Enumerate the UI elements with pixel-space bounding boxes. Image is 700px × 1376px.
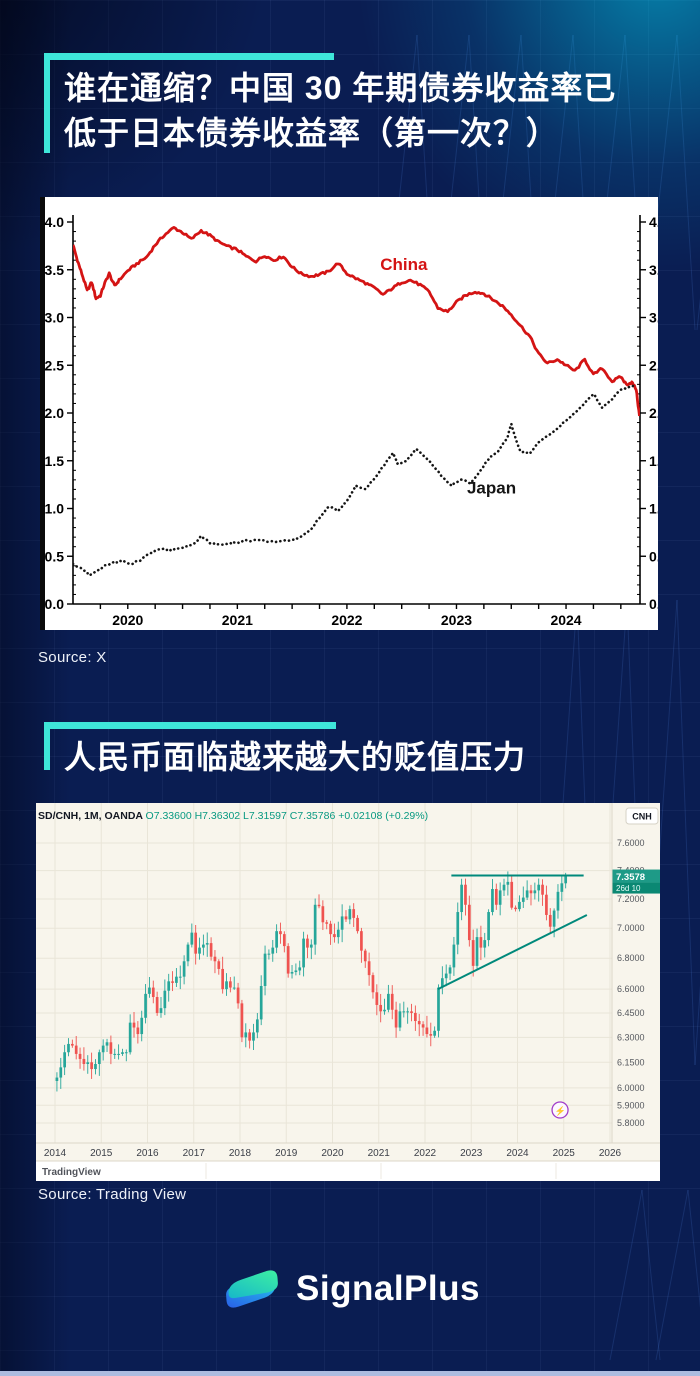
svg-text:0.0: 0.0 <box>649 596 658 612</box>
event-marker-icon: ⚡ <box>551 1101 569 1119</box>
time-axis: 2014 2015 2016 2017 2018 2019 2020 2021 2022 2023… <box>44 1148 622 1159</box>
svg-text:5.8000: 5.8000 <box>617 1118 645 1128</box>
svg-text:2020: 2020 <box>321 1148 344 1159</box>
svg-text:0.5: 0.5 <box>649 548 658 564</box>
svg-text:5.9000: 5.9000 <box>617 1100 645 1110</box>
brand-logo: SignalPlus <box>0 1260 700 1318</box>
svg-text:2022: 2022 <box>331 612 362 628</box>
svg-text:0.5: 0.5 <box>45 548 65 564</box>
china-series-line <box>73 226 640 417</box>
usdcnh-candlestick-chart: 7.60007.40007.20007.00006.80006.60006.45… <box>36 803 660 1181</box>
svg-text:6.3000: 6.3000 <box>617 1032 645 1042</box>
accent-bar <box>44 722 336 729</box>
signalplus-logo-icon <box>226 1270 278 1308</box>
section1-title: 谁在通缩？中国 30 年期债券收益率已 低于日本债券收益率（第一次？） <box>64 66 650 156</box>
svg-text:7.2000: 7.2000 <box>617 894 645 904</box>
svg-text:7.3578: 7.3578 <box>616 872 645 883</box>
svg-text:2014: 2014 <box>44 1148 67 1159</box>
japan-series-label: Japan <box>467 478 516 497</box>
svg-text:7.6000: 7.6000 <box>617 838 645 848</box>
japan-series-line <box>73 384 636 577</box>
accent-bar <box>44 53 334 60</box>
svg-text:4.0: 4.0 <box>649 214 658 230</box>
bottom-accent-strip <box>0 1371 700 1376</box>
svg-text:3.5: 3.5 <box>649 262 658 278</box>
section1-title-block: 谁在通缩？中国 30 年期债券收益率已 低于日本债券收益率（第一次？） <box>44 53 650 153</box>
svg-text:SD/CNH, 1M, OANDA O7.33600 H: SD/CNH, 1M, OANDA O7.33600 H7.36302 L7.3… <box>38 810 428 822</box>
signalplus-logo-text: SignalPlus <box>296 1269 480 1308</box>
svg-text:2023: 2023 <box>460 1148 483 1159</box>
svg-text:2017: 2017 <box>183 1148 206 1159</box>
svg-text:2020: 2020 <box>112 612 143 628</box>
svg-text:2015: 2015 <box>90 1148 113 1159</box>
svg-text:1.0: 1.0 <box>649 501 658 517</box>
svg-text:2.0: 2.0 <box>649 405 658 421</box>
svg-text:1.5: 1.5 <box>649 453 658 469</box>
bond-yield-chart: 0.0 0.0 0.5 0.5 1.0 1.0 1.5 1.5 2.0 2.0 2.5 2.5 3.0 3… <box>40 197 669 630</box>
tradingview-toolbar: TradingView <box>36 1160 660 1181</box>
svg-text:2021: 2021 <box>222 612 253 628</box>
tradingview-watermark: TradingView <box>42 1167 101 1178</box>
svg-text:2019: 2019 <box>275 1148 298 1159</box>
bond-yield-chart-panel: 0.0 0.0 0.5 0.5 1.0 1.0 1.5 1.5 2.0 2.0 2.5 2.5 3.0 3… <box>40 197 669 630</box>
svg-text:2024: 2024 <box>550 612 581 628</box>
panel-left-border <box>40 197 45 630</box>
svg-text:3.0: 3.0 <box>45 310 65 326</box>
svg-text:6.8000: 6.8000 <box>617 953 645 963</box>
svg-text:1.0: 1.0 <box>45 501 65 517</box>
svg-text:3.5: 3.5 <box>45 262 65 278</box>
chart-grid <box>36 803 612 1143</box>
svg-text:2021: 2021 <box>368 1148 391 1159</box>
section2-title: 人民币面临越来越大的贬值压力 <box>64 739 527 775</box>
trendline-2 <box>437 914 588 991</box>
section1-title-line1: 谁在通缩？中国 30 年期债券收益率已 <box>64 70 617 106</box>
svg-text:4.0: 4.0 <box>45 214 65 230</box>
svg-text:1.5: 1.5 <box>45 453 65 469</box>
svg-text:⚡: ⚡ <box>554 1105 565 1117</box>
svg-text:2.0: 2.0 <box>45 405 65 421</box>
svg-text:2.5: 2.5 <box>45 357 65 373</box>
svg-text:7.0000: 7.0000 <box>617 923 645 933</box>
svg-text:2022: 2022 <box>414 1148 437 1159</box>
svg-text:26d 10: 26d 10 <box>616 884 641 893</box>
symbol-ticker: SD/CNH, 1M, OANDA O7.33600 H7.36302 L7.3… <box>38 810 428 822</box>
svg-text:6.6000: 6.6000 <box>617 984 645 994</box>
section1-title-line2: 低于日本债券收益率（第一次？） <box>64 115 560 151</box>
svg-text:2025: 2025 <box>553 1148 576 1159</box>
usdcnh-candlestick-panel: 7.60007.40007.20007.00006.80006.60006.45… <box>36 803 660 1181</box>
svg-text:6.4500: 6.4500 <box>617 1008 645 1018</box>
section2-source: Source: Trading View <box>38 1186 187 1203</box>
section1-source: Source: X <box>38 649 107 666</box>
svg-text:2018: 2018 <box>229 1148 252 1159</box>
svg-text:3.0: 3.0 <box>649 310 658 326</box>
currency-button: CNH <box>625 807 659 825</box>
svg-text:6.0000: 6.0000 <box>617 1083 645 1093</box>
axis-ticks <box>67 221 646 609</box>
svg-text:2.5: 2.5 <box>649 357 658 373</box>
svg-text:2026: 2026 <box>599 1148 622 1159</box>
svg-text:6.1500: 6.1500 <box>617 1057 645 1067</box>
svg-text:2024: 2024 <box>506 1148 529 1159</box>
svg-text:CNH: CNH <box>632 812 652 822</box>
svg-text:2016: 2016 <box>136 1148 159 1159</box>
section2-title-block: 人民币面临越来越大的贬值压力 <box>44 722 650 775</box>
svg-text:0.0: 0.0 <box>45 596 65 612</box>
candles <box>55 871 568 1092</box>
china-series-label: China <box>380 255 428 274</box>
svg-text:2023: 2023 <box>441 612 472 628</box>
